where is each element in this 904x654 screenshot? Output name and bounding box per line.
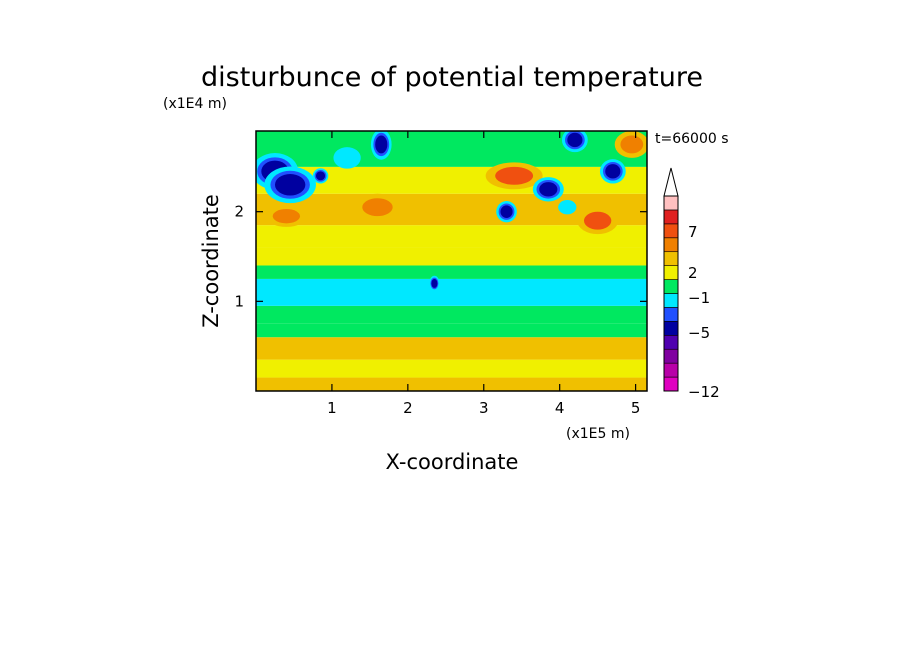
colorbar-swatch <box>663 265 679 280</box>
field-band <box>256 265 647 279</box>
field-band <box>256 131 647 167</box>
field-feature <box>315 171 326 181</box>
x-axis: 1 2 3 4 5 <box>327 131 640 417</box>
y-axis: 12 <box>234 203 647 310</box>
field-feature <box>375 135 388 154</box>
y-unit-label: (x1E4 m) <box>163 96 227 112</box>
colorbar-swatch <box>663 348 679 364</box>
field-feature <box>605 164 621 179</box>
colorbar-label: 2 <box>688 264 698 282</box>
colorbar-swatch <box>663 251 679 266</box>
x-tick-label: 3 <box>479 399 489 417</box>
field-feature <box>431 278 438 288</box>
colorbar-swatch <box>663 334 679 350</box>
field-feature <box>500 205 513 218</box>
plot-frame <box>255 130 648 392</box>
x-unit-label: (x1E5 m) <box>566 426 630 442</box>
field-feature <box>539 182 558 197</box>
colorbar-label: −5 <box>688 324 710 342</box>
y-tick-label: 1 <box>234 292 244 310</box>
y-tick-label: 2 <box>234 203 244 221</box>
colorbar-extension-arrow <box>663 167 679 197</box>
x-tick-label: 5 <box>631 399 641 417</box>
colorbar-swatch <box>663 237 679 253</box>
field-band <box>256 225 647 248</box>
field-feature <box>583 211 612 230</box>
field-feature <box>558 200 577 215</box>
field-band <box>256 377 647 391</box>
field-band <box>256 278 647 306</box>
colorbar: 7 2 −1 −5 −12 <box>663 167 720 401</box>
field-feature <box>620 135 644 154</box>
field-feature <box>567 132 583 148</box>
colorbar-swatch <box>663 362 679 378</box>
colorbar-swatch <box>663 376 679 392</box>
time-label: t=66000 s <box>655 131 729 147</box>
x-tick-label: 4 <box>555 399 565 417</box>
colorbar-label: 7 <box>688 223 698 241</box>
field-feature <box>274 174 306 196</box>
field-feature <box>272 209 301 224</box>
colorbar-frame <box>663 195 679 392</box>
field-band <box>256 337 647 360</box>
colorbar-swatch <box>663 321 679 336</box>
field-band <box>256 305 647 324</box>
colorbar-swatch <box>663 209 679 225</box>
field-band <box>256 247 647 266</box>
field-band <box>256 359 647 378</box>
x-tick-label: 2 <box>403 399 413 417</box>
x-tick-label: 1 <box>327 399 337 417</box>
colorbar-label: −12 <box>688 383 720 401</box>
chart-title: disturbunce of potential temperature <box>201 62 703 93</box>
colorbar-swatch <box>663 195 679 211</box>
field-band <box>256 323 647 338</box>
colorbar-swatch <box>663 279 679 294</box>
colorbar-swatch <box>663 293 679 308</box>
y-axis-label: Z-coordinate <box>199 194 223 328</box>
field-feature <box>495 166 534 185</box>
field-feature <box>333 147 361 169</box>
x-axis-label: X-coordinate <box>386 450 519 474</box>
colorbar-label: −1 <box>688 289 710 307</box>
colorbar-swatch <box>663 307 679 322</box>
field-feature <box>362 198 393 217</box>
colorbar-swatch <box>663 223 679 239</box>
contour-field <box>256 131 647 391</box>
